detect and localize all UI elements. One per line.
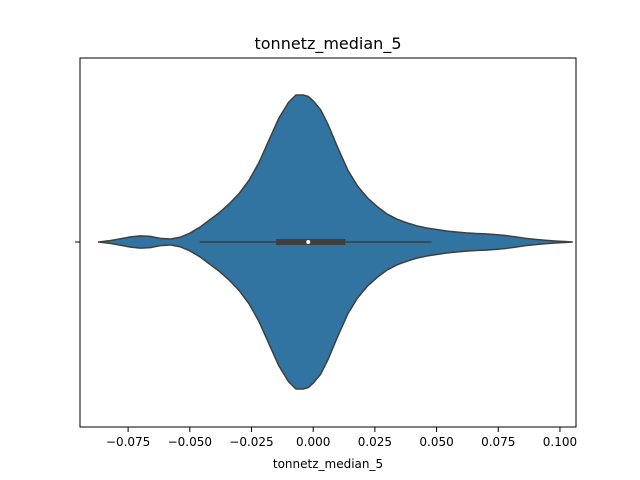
chart-title: tonnetz_median_5: [254, 34, 401, 54]
x-axis-label: tonnetz_median_5: [273, 457, 383, 471]
x-tick-label: 0.075: [481, 435, 515, 449]
plot-area: [97, 94, 574, 390]
box-iqr: [276, 239, 346, 245]
x-tick-label: −0.025: [229, 435, 273, 449]
x-axis-ticks: −0.075 −0.050 −0.025 0.000 0.025 0.050 0.075 0.…: [106, 427, 577, 449]
x-tick-label: 0.100: [543, 435, 577, 449]
x-tick-label: 0.050: [419, 435, 453, 449]
median-marker: [306, 240, 311, 244]
x-tick-label: 0.025: [358, 435, 392, 449]
x-tick-label: −0.075: [106, 435, 150, 449]
x-tick-label: 0.000: [296, 435, 330, 449]
x-tick-label: −0.050: [168, 435, 212, 449]
